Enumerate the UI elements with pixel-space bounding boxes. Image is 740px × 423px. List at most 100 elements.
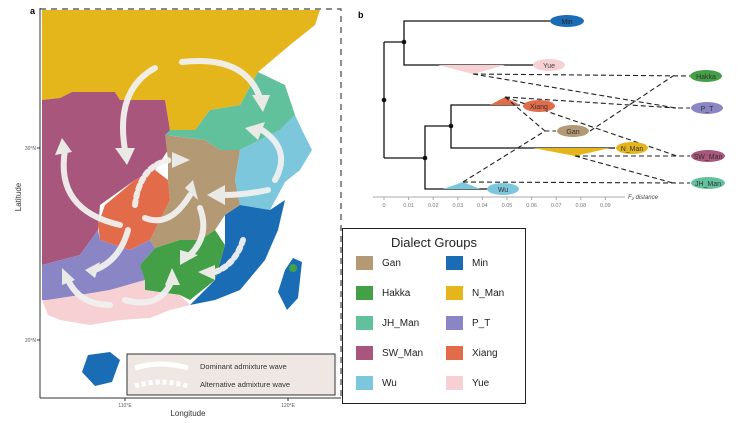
dominant-wave-arrow — [259, 127, 285, 183]
dominant-wave-arrow — [65, 277, 113, 308]
region-wu — [235, 115, 312, 210]
tip-jh-man-label: JH_Man — [695, 181, 721, 188]
tree-tips: Min Yue Xiang N_Man Wu Gan Hakka P_T SW_… — [487, 15, 725, 195]
region-yue — [42, 280, 190, 325]
region-n-man — [42, 10, 320, 130]
legend-item-p-t: P_T — [446, 316, 490, 330]
map-legend-alternative: Alternative admixture wave — [200, 380, 290, 389]
dominant-wave-legend-icon — [134, 361, 189, 371]
alternative-wave-legend-icon — [134, 379, 189, 389]
tip-gan — [557, 125, 589, 137]
region-sw-man — [42, 92, 170, 265]
tip-jh-man — [691, 177, 725, 189]
legend-item-n-man: N_Man — [446, 286, 504, 300]
xtick-label: 110°E — [118, 403, 132, 409]
legend-swatch — [356, 376, 373, 390]
tip-gan-label: Gan — [566, 129, 579, 136]
tree-axis-tick-label: 0 — [382, 203, 385, 209]
legend-item-wu: Wu — [356, 376, 397, 390]
tree-axis-tick-label: 0.01 — [403, 203, 414, 209]
admixture-waves — [60, 58, 285, 308]
tip-p-t — [691, 102, 723, 114]
legend-item-sw-man: SW_Man — [356, 346, 423, 360]
legend-label: N_Man — [472, 287, 505, 299]
legend-label: Hakka — [382, 287, 411, 299]
tip-wu — [487, 183, 519, 195]
dominant-wave-arrow — [120, 65, 158, 153]
legend-label: Min — [472, 257, 489, 269]
ytick-label: 30°N — [25, 146, 37, 152]
legend-label: Wu — [382, 377, 397, 389]
legend-title: Dialect Groups — [391, 235, 477, 250]
panel-b-label: b — [358, 10, 364, 20]
tree-axis-label: F₂ distance — [628, 195, 659, 201]
legend-swatch — [446, 286, 463, 300]
panel-a-label: a — [30, 6, 36, 16]
dominant-wave-arrow — [179, 58, 263, 101]
map-dashed-frame — [40, 8, 342, 398]
legend-swatch — [356, 316, 373, 330]
tip-min-label: Min — [561, 19, 572, 26]
legend-item-min: Min — [446, 256, 488, 270]
legend-swatch — [446, 346, 463, 360]
tip-p-t-label: P_T — [701, 106, 715, 113]
map — [42, 10, 320, 386]
tip-sw-man — [691, 150, 725, 162]
tree-axis-tick-label: 0.09 — [600, 203, 611, 209]
region-taiwan-hakka — [289, 264, 297, 272]
tree-axis-ticks: 0 0.01 0.02 0.03 0.04 0.05 0.06 0.07 0.08 0.09 — [382, 197, 611, 209]
tip-sw-man-label: SW_Man — [694, 154, 723, 161]
region-hakka — [140, 230, 225, 300]
dominant-wave-arrow — [92, 227, 131, 273]
admixture-triangles — [438, 65, 610, 189]
tree-axis-tick-label: 0.06 — [526, 203, 537, 209]
legend-swatch — [356, 256, 373, 270]
map-ylabel: Latitude — [14, 182, 23, 211]
legend-label: SW_Man — [382, 347, 424, 359]
tip-n-man-label: N_Man — [621, 146, 644, 153]
tree-axis-tick-label: 0.04 — [477, 203, 488, 209]
legend-swatch — [446, 376, 463, 390]
dominant-wave-arrow — [219, 187, 271, 198]
tip-xiang — [523, 100, 555, 112]
legend-label: Gan — [382, 257, 401, 269]
tip-min — [550, 15, 584, 27]
xtick-label: 120°E — [281, 403, 295, 409]
tip-xiang-label: Xiang — [530, 104, 548, 111]
legend-item-gan: Gan — [356, 256, 401, 270]
map-xlabel: Longitude — [170, 409, 206, 418]
tip-yue — [533, 59, 565, 71]
arrowheads — [55, 95, 270, 285]
tip-yue-label: Yue — [543, 63, 555, 70]
region-taiwan — [278, 258, 302, 310]
tree-axis-tick-label: 0.05 — [502, 203, 513, 209]
region-hainan — [82, 352, 120, 386]
legend-item-yue: Yue — [446, 376, 489, 390]
tip-wu-label: Wu — [498, 187, 508, 194]
dominant-wave-arrow — [142, 192, 193, 224]
region-xiang — [98, 170, 170, 250]
alternative-wave-arrow — [132, 157, 173, 208]
map-legend-dominant: Dominant admixture wave — [200, 362, 287, 371]
legend-swatch — [446, 256, 463, 270]
tree-axis-tick-label: 0.08 — [575, 203, 586, 209]
legend-swatch — [356, 346, 373, 360]
legend-item-jh-man: JH_Man — [356, 316, 419, 330]
legend-label: JH_Man — [382, 317, 420, 329]
tip-hakka-label: Hakka — [696, 74, 716, 81]
legend-label: Yue — [472, 377, 490, 389]
legend-label: P_T — [472, 317, 491, 329]
legend-label: Xiang — [472, 347, 498, 359]
dialect-groups-legend: Dialect Groups Gan Min Hakka N_Man JH_Man P_T… — [342, 228, 526, 404]
tree-axis-tick-label: 0.03 — [452, 203, 463, 209]
ytick-label: 20°N — [25, 338, 37, 344]
legend-swatch — [356, 286, 373, 300]
legend-swatch — [446, 316, 463, 330]
tree-nodes — [381, 39, 454, 161]
legend-item-xiang: Xiang — [446, 346, 498, 360]
tip-hakka — [690, 70, 722, 82]
alternative-wave-arrow — [212, 237, 246, 275]
tip-n-man — [616, 142, 648, 154]
